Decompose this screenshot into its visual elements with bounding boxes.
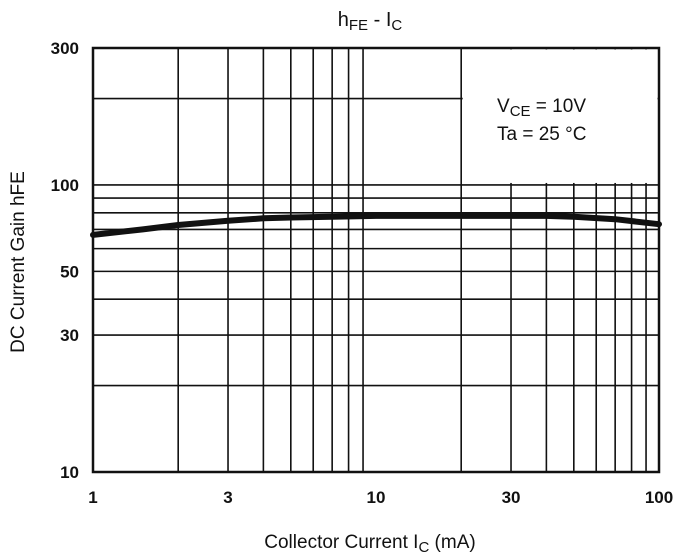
annotation-vce: VCE = 10V [497,96,586,120]
chart-title-main: h [338,9,349,31]
plot-frame [91,46,661,474]
curve-layer [90,212,662,238]
chart-title-sep: - I [368,9,391,31]
y-tick-label: 10 [60,463,79,482]
annotation-vce-main: V [497,96,510,117]
x-tick-label: 10 [367,488,386,507]
x-tick-label: 100 [645,488,673,507]
annotation-ta: Ta = 25 °C [497,124,586,145]
y-tick-label: 100 [51,176,79,195]
y-tick-label: 300 [51,39,79,58]
x-axis-label-main: Collector Current I [264,532,418,553]
x-axis-label: Collector Current IC (mA) [264,532,475,556]
chart-title-sub: FE [349,17,368,34]
x-tick-label: 1 [88,488,97,507]
tick-labels: 1 3 10 30 100 10 30 50 100 300 [51,39,674,507]
chart-title-sub2: C [391,17,402,34]
y-axis-label: DC Current Gain hFE [8,171,29,353]
y-tick-label: 30 [60,326,79,345]
y-tick-label: 50 [60,262,79,281]
annotation-vce-sub: CE [510,103,531,120]
x-tick-label: 30 [502,488,521,507]
annotation-box [462,49,658,183]
x-axis-label-sub: C [418,539,429,556]
x-axis-label-tail: (mA) [429,532,475,553]
series-line [90,212,662,238]
chart-title: hFE - IC [338,9,403,34]
annotation-vce-tail: = 10V [531,96,587,117]
x-tick-label: 3 [223,488,232,507]
